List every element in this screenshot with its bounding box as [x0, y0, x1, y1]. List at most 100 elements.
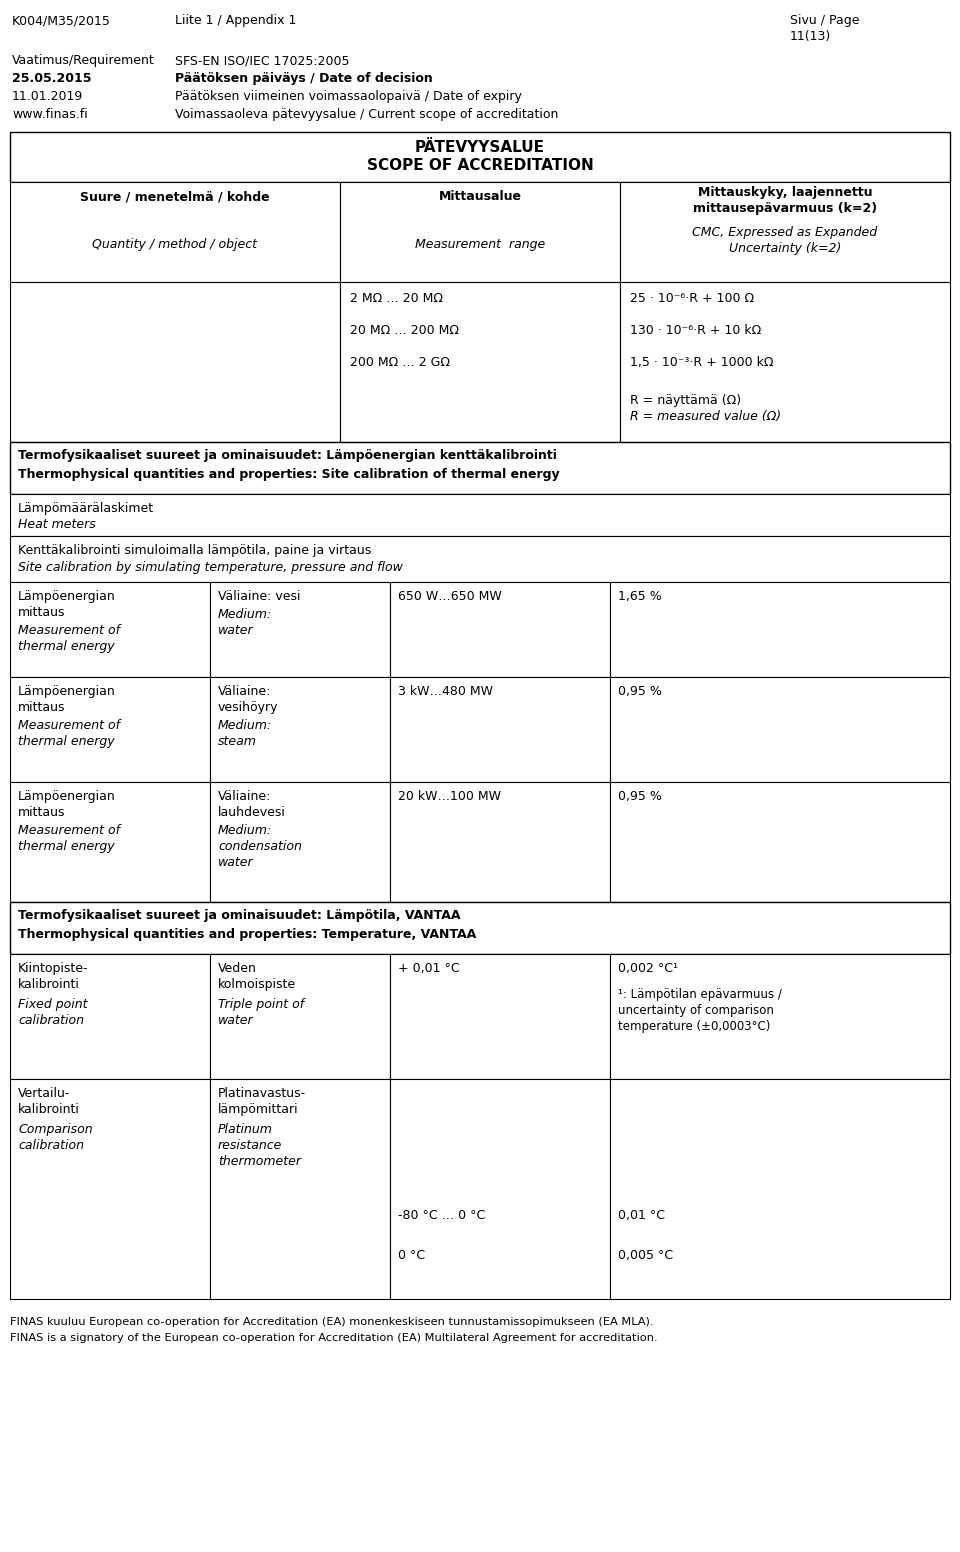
Text: mittaus: mittaus	[18, 605, 65, 619]
Text: 11.01.2019: 11.01.2019	[12, 90, 84, 102]
Text: 0 °C: 0 °C	[398, 1249, 425, 1262]
Text: Site calibration by simulating temperature, pressure and flow: Site calibration by simulating temperatu…	[18, 560, 403, 574]
Text: water: water	[218, 857, 253, 869]
Text: 0,95 %: 0,95 %	[618, 790, 661, 802]
Text: Vaatimus/Requirement: Vaatimus/Requirement	[12, 54, 155, 67]
Text: Vertailu-: Vertailu-	[18, 1086, 70, 1100]
Text: Quantity / method / object: Quantity / method / object	[92, 237, 257, 251]
Text: 0,95 %: 0,95 %	[618, 684, 661, 698]
Bar	[390, 1079, 610, 1299]
Text: 3 kW…480 MW: 3 kW…480 MW	[398, 684, 493, 698]
Text: Measurement of: Measurement of	[18, 624, 120, 636]
Text: Väliaine: vesi: Väliaine: vesi	[218, 590, 300, 604]
Bar	[10, 582, 210, 677]
Text: kalibrointi: kalibrointi	[18, 978, 80, 992]
Text: water: water	[218, 624, 253, 636]
Text: resistance: resistance	[218, 1139, 282, 1152]
Bar	[10, 535, 950, 582]
Bar	[390, 782, 610, 902]
Text: K004/M35/2015: K004/M35/2015	[12, 14, 110, 26]
Text: Medium:: Medium:	[218, 719, 272, 733]
Text: FINAS kuuluu European co-operation for Accreditation (EA) monenkeskiseen tunnust: FINAS kuuluu European co-operation for A…	[10, 1318, 654, 1327]
Bar	[10, 182, 340, 282]
Text: 11(13): 11(13)	[790, 29, 831, 43]
Text: Termofysikaaliset suureet ja ominaisuudet: Lämpötila, VANTAA: Termofysikaaliset suureet ja ominaisuude…	[18, 909, 461, 922]
Bar	[210, 954, 390, 1079]
Text: mittaus: mittaus	[18, 805, 65, 819]
Text: + 0,01 °C: + 0,01 °C	[398, 962, 460, 975]
Bar	[610, 954, 950, 1079]
Text: Measurement of: Measurement of	[18, 824, 120, 837]
Text: Mittauskyky, laajennettu: Mittauskyky, laajennettu	[698, 186, 873, 199]
Text: Platinavastus-: Platinavastus-	[218, 1086, 306, 1100]
Text: steam: steam	[218, 736, 257, 748]
Text: Päätöksen päiväys / Date of decision: Päätöksen päiväys / Date of decision	[175, 71, 433, 85]
Bar	[390, 677, 610, 782]
Text: Lämpöenergian: Lämpöenergian	[18, 684, 116, 698]
Text: Liite 1 / Appendix 1: Liite 1 / Appendix 1	[175, 14, 297, 26]
Text: Heat meters: Heat meters	[18, 518, 96, 531]
Text: Measurement of: Measurement of	[18, 719, 120, 733]
Text: lämpömittari: lämpömittari	[218, 1103, 299, 1116]
Text: mittausepävarmuus (k=2): mittausepävarmuus (k=2)	[693, 202, 877, 216]
Text: 25.05.2015: 25.05.2015	[12, 71, 91, 85]
Text: uncertainty of comparison: uncertainty of comparison	[618, 1004, 774, 1017]
Bar	[390, 582, 610, 677]
Text: Comparison: Comparison	[18, 1124, 92, 1136]
Bar	[610, 677, 950, 782]
Text: Voimassaoleva pätevyysalue / Current scope of accreditation: Voimassaoleva pätevyysalue / Current sco…	[175, 109, 559, 121]
Text: temperature (±0,0003°C): temperature (±0,0003°C)	[618, 1020, 770, 1034]
Text: 1,5 · 10⁻³·R + 1000 kΩ: 1,5 · 10⁻³·R + 1000 kΩ	[630, 355, 774, 369]
Bar	[10, 1079, 210, 1299]
Text: R = näyttämä (Ω): R = näyttämä (Ω)	[630, 394, 741, 407]
Text: 20 kW…100 MW: 20 kW…100 MW	[398, 790, 501, 802]
Text: kolmoispiste: kolmoispiste	[218, 978, 296, 992]
Text: Triple point of: Triple point of	[218, 998, 304, 1010]
Text: water: water	[218, 1013, 253, 1027]
Text: 0,005 °C: 0,005 °C	[618, 1249, 673, 1262]
Text: thermal energy: thermal energy	[18, 736, 114, 748]
Text: R = measured value (Ω): R = measured value (Ω)	[630, 410, 781, 424]
Text: Measurement  range: Measurement range	[415, 237, 545, 251]
Bar	[10, 282, 340, 442]
Text: 25 · 10⁻⁶·R + 100 Ω: 25 · 10⁻⁶·R + 100 Ω	[630, 292, 755, 306]
Text: 0,002 °C¹: 0,002 °C¹	[618, 962, 678, 975]
Text: lauhdevesi: lauhdevesi	[218, 805, 286, 819]
Text: Veden: Veden	[218, 962, 257, 975]
Bar	[10, 494, 950, 535]
Bar	[610, 582, 950, 677]
Text: 20 MΩ … 200 MΩ: 20 MΩ … 200 MΩ	[350, 324, 459, 337]
Text: 2 MΩ … 20 MΩ: 2 MΩ … 20 MΩ	[350, 292, 443, 306]
Text: 200 MΩ … 2 GΩ: 200 MΩ … 2 GΩ	[350, 355, 450, 369]
Text: -80 °C … 0 °C: -80 °C … 0 °C	[398, 1209, 485, 1221]
Text: mittaus: mittaus	[18, 702, 65, 714]
Text: ¹: Lämpötilan epävarmuus /: ¹: Lämpötilan epävarmuus /	[618, 989, 781, 1001]
Bar	[610, 1079, 950, 1299]
Text: Fixed point: Fixed point	[18, 998, 87, 1010]
Bar	[210, 677, 390, 782]
Text: CMC, Expressed as Expanded: CMC, Expressed as Expanded	[692, 227, 877, 239]
Text: Lämpöenergian: Lämpöenergian	[18, 590, 116, 604]
Text: thermometer: thermometer	[218, 1155, 301, 1169]
Bar	[10, 954, 210, 1079]
Bar	[210, 782, 390, 902]
Text: www.finas.fi: www.finas.fi	[12, 109, 87, 121]
Text: Termofysikaaliset suureet ja ominaisuudet: Lämpöenergian kenttäkalibrointi: Termofysikaaliset suureet ja ominaisuude…	[18, 449, 557, 462]
Text: FINAS is a signatory of the European co-operation for Accreditation (EA) Multila: FINAS is a signatory of the European co-…	[10, 1333, 658, 1342]
Text: Suure / menetelmä / kohde: Suure / menetelmä / kohde	[81, 189, 270, 203]
Text: Kenttäkalibrointi simuloimalla lämpötila, paine ja virtaus: Kenttäkalibrointi simuloimalla lämpötila…	[18, 545, 372, 557]
Text: kalibrointi: kalibrointi	[18, 1103, 80, 1116]
Bar	[340, 282, 620, 442]
Bar	[10, 442, 950, 494]
Text: SCOPE OF ACCREDITATION: SCOPE OF ACCREDITATION	[367, 158, 593, 172]
Text: thermal energy: thermal energy	[18, 840, 114, 854]
Text: Väliaine:: Väliaine:	[218, 684, 272, 698]
Text: calibration: calibration	[18, 1013, 84, 1027]
Bar	[10, 902, 950, 954]
Text: Mittausalue: Mittausalue	[439, 189, 521, 203]
Text: Lämpömäärälaskimet: Lämpömäärälaskimet	[18, 501, 155, 515]
Text: Platinum: Platinum	[218, 1124, 273, 1136]
Bar	[210, 1079, 390, 1299]
Bar	[390, 954, 610, 1079]
Text: Kiintopiste-: Kiintopiste-	[18, 962, 88, 975]
